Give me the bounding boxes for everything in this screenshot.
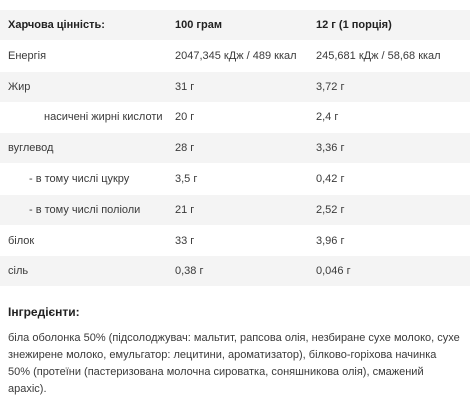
row-per-serving: 3,96 г — [316, 235, 345, 247]
row-per-serving: 0,046 г — [316, 265, 351, 277]
table-header-row: Харчова цінність: 100 грам 12 г (1 порці… — [0, 10, 470, 40]
row-name: насичені жирні кислоти — [44, 111, 163, 123]
row-name: Енергія — [8, 50, 47, 62]
ingredients-title: Інгредієнти: — [8, 305, 80, 319]
ingredients-text: біла оболонка 50% (підсолоджувач: мальти… — [8, 332, 460, 395]
row-per-100g: 33 г — [175, 235, 195, 247]
table-row-energy: Енергія 2047,345 кДж / 489 ккал 245,681 … — [0, 41, 470, 71]
table-row-salt: сіль 0,38 г 0,046 г — [0, 256, 470, 286]
nutrition-table: Харчова цінність: 100 грам 12 г (1 порці… — [0, 10, 470, 286]
table-row-protein: білок 33 г 3,96 г — [0, 226, 470, 256]
table-row-saturated-fat: насичені жирні кислоти 20 г 2,4 г — [0, 102, 470, 132]
row-per-100g: 0,38 г — [175, 265, 204, 277]
row-per-serving: 2,4 г — [316, 111, 339, 123]
row-per-serving: 3,36 г — [316, 142, 345, 154]
row-name: білок — [8, 235, 35, 247]
row-per-serving: 2,52 г — [316, 204, 345, 216]
row-per-100g: 21 г — [175, 204, 195, 216]
row-per-100g: 3,5 г — [175, 173, 198, 185]
row-per-serving: 0,42 г — [316, 173, 345, 185]
table-row-carbohydrate: вуглевод 28 г 3,36 г — [0, 133, 470, 163]
header-nutrition-label: Харчова цінність: — [8, 19, 105, 31]
header-per-100g: 100 грам — [175, 19, 222, 31]
table-row-fat: Жир 31 г 3,72 г — [0, 72, 470, 102]
row-name: вуглевод — [8, 142, 54, 154]
row-per-100g: 2047,345 кДж / 489 ккал — [175, 50, 297, 62]
row-name: Жир — [8, 81, 31, 93]
table-row-sugars: - в тому числі цукру 3,5 г 0,42 г — [0, 164, 470, 194]
row-per-serving: 245,681 кДж / 58,68 ккал — [316, 50, 441, 62]
row-per-100g: 20 г — [175, 111, 195, 123]
row-per-100g: 28 г — [175, 142, 195, 154]
table-row-polyols: - в тому числі поліоли 21 г 2,52 г — [0, 195, 470, 225]
row-per-serving: 3,72 г — [316, 81, 345, 93]
row-name: - в тому числі цукру — [29, 173, 130, 185]
row-name: - в тому числі поліоли — [29, 204, 141, 216]
row-name: сіль — [8, 265, 29, 277]
header-per-serving: 12 г (1 порція) — [316, 19, 392, 31]
row-per-100g: 31 г — [175, 81, 195, 93]
